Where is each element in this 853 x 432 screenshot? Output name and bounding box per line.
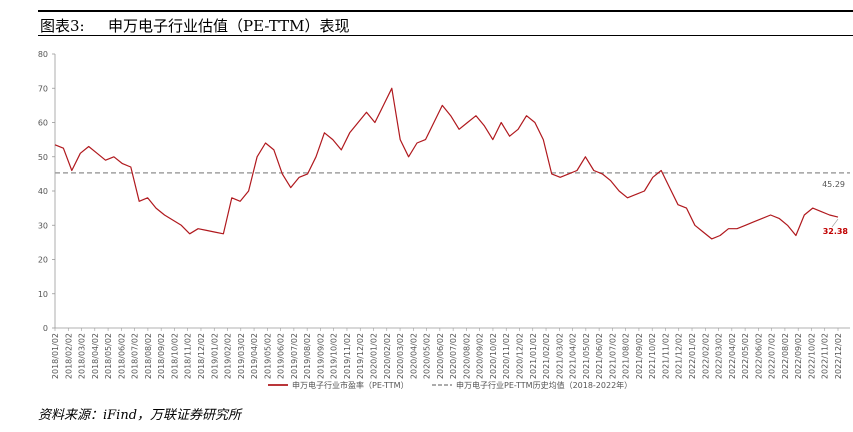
x-tick-label: 2021/07/02	[608, 333, 617, 379]
y-tick-label: 60	[38, 119, 48, 128]
x-tick-label: 2021/03/02	[555, 333, 564, 379]
figure-label: 图表3:	[40, 17, 85, 35]
x-tick-label: 2022/08/02	[781, 333, 790, 379]
x-tick-label: 2020/08/02	[462, 333, 471, 379]
x-axis: 2018/01/02 2018/02/02 2018/03/02 2018/04/02…	[51, 327, 850, 379]
x-tick-label: 2022/09/02	[794, 333, 803, 379]
annotations: 45.29 32.38	[822, 180, 848, 236]
x-tick-label: 2019/08/02	[303, 333, 312, 379]
y-tick-label: 80	[38, 50, 48, 59]
x-tick-label: 2022/07/02	[768, 333, 777, 379]
x-tick-label: 2019/03/02	[237, 333, 246, 379]
mean-value-label: 45.29	[822, 180, 845, 189]
y-tick-label: 70	[38, 84, 48, 93]
latest-value-label: 32.38	[823, 227, 849, 236]
x-tick-label: 2018/08/02	[144, 333, 153, 379]
x-tick-label: 2018/12/02	[197, 333, 206, 379]
x-tick-label: 2019/04/02	[250, 333, 259, 379]
x-tick-label: 2020/04/02	[409, 333, 418, 379]
y-tick-label: 20	[38, 256, 48, 265]
x-tick-label: 2018/10/02	[170, 333, 179, 379]
x-tick-label: 2021/12/02	[675, 333, 684, 379]
x-tick-label: 2022/04/02	[728, 333, 737, 379]
x-tick-label: 2021/10/02	[648, 333, 657, 379]
x-tick-label: 2022/10/02	[807, 333, 816, 379]
x-tick-label: 2021/09/02	[635, 333, 644, 379]
x-tick-label: 2020/11/02	[502, 333, 511, 379]
x-tick-label: 2019/01/02	[210, 333, 219, 379]
x-tick-label: 2018/02/02	[64, 333, 73, 379]
x-tick-label: 2020/01/02	[370, 333, 379, 379]
source-note: 资料来源：iFind，万联证券研究所	[38, 408, 242, 423]
x-tick-label: 2021/06/02	[595, 333, 604, 379]
pe-ttm-series-line	[54, 87, 839, 240]
x-tick-label: 2019/10/02	[330, 333, 339, 379]
plot-area	[54, 87, 850, 240]
x-tick-label: 2020/05/02	[423, 333, 432, 379]
x-tick-label: 2021/11/02	[661, 333, 670, 379]
x-tick-label: 2021/08/02	[622, 333, 631, 379]
x-tick-label: 2019/02/02	[224, 333, 233, 379]
x-tick-label: 2019/07/02	[290, 333, 299, 379]
x-tick-label: 2020/03/02	[396, 333, 405, 379]
x-tick-label: 2022/05/02	[741, 333, 750, 379]
y-tick-label: 30	[38, 221, 48, 230]
latest-value-leader	[831, 218, 839, 228]
figure-title: 申万电子行业估值（PE-TTM）表现	[108, 17, 350, 35]
figure-header: 图表3: 申万电子行业估值（PE-TTM）表现	[38, 10, 853, 36]
legend-label-pe: 申万电子行业市盈率（PE-TTM）	[292, 380, 409, 390]
legend-label-mean: 申万电子行业PE-TTM历史均值（2018-2022年）	[456, 380, 632, 390]
x-tick-label: 2021/05/02	[582, 333, 591, 379]
x-tick-label: 2020/10/02	[489, 333, 498, 379]
x-tick-label: 2018/09/02	[157, 333, 166, 379]
x-tick-label: 2019/12/02	[356, 333, 365, 379]
x-tick-label: 2020/07/02	[449, 333, 458, 379]
x-tick-label: 2020/09/02	[476, 333, 485, 379]
x-tick-label: 2018/11/02	[184, 333, 193, 379]
y-axis: 0 10 20 30 40 50 60 70 80	[38, 50, 56, 333]
x-tick-label: 2018/01/02	[51, 333, 60, 379]
x-tick-label: 2022/11/02	[821, 333, 830, 379]
y-tick-label: 40	[38, 187, 48, 196]
x-tick-label: 2020/12/02	[515, 333, 524, 379]
x-tick-label: 2021/04/02	[569, 333, 578, 379]
x-tick-label: 2022/02/02	[701, 333, 710, 379]
x-tick-label: 2020/06/02	[436, 333, 445, 379]
y-tick-label: 50	[38, 153, 48, 162]
x-tick-label: 2021/02/02	[542, 333, 551, 379]
y-tick-label: 0	[43, 324, 48, 333]
x-tick-label: 2022/06/02	[754, 333, 763, 379]
x-tick-label: 2019/06/02	[277, 333, 286, 379]
y-tick-label: 10	[38, 290, 48, 299]
x-tick-label: 2018/07/02	[131, 333, 140, 379]
x-tick-label: 2018/06/02	[117, 333, 126, 379]
x-tick-label: 2019/11/02	[343, 333, 352, 379]
x-tick-label: 2018/05/02	[104, 333, 113, 379]
x-tick-label: 2021/01/02	[529, 333, 538, 379]
x-tick-label: 2018/03/02	[78, 333, 87, 379]
x-tick-label: 2019/05/02	[263, 333, 272, 379]
x-tick-label: 2022/12/02	[834, 333, 843, 379]
x-tick-label: 2018/04/02	[91, 333, 100, 379]
x-tick-label: 2022/01/02	[688, 333, 697, 379]
x-tick-label: 2022/03/02	[715, 333, 724, 379]
legend: 申万电子行业市盈率（PE-TTM） 申万电子行业PE-TTM历史均值（2018-2…	[268, 380, 632, 390]
x-tick-label: 2020/02/02	[383, 333, 392, 379]
x-tick-label: 2019/09/02	[316, 333, 325, 379]
